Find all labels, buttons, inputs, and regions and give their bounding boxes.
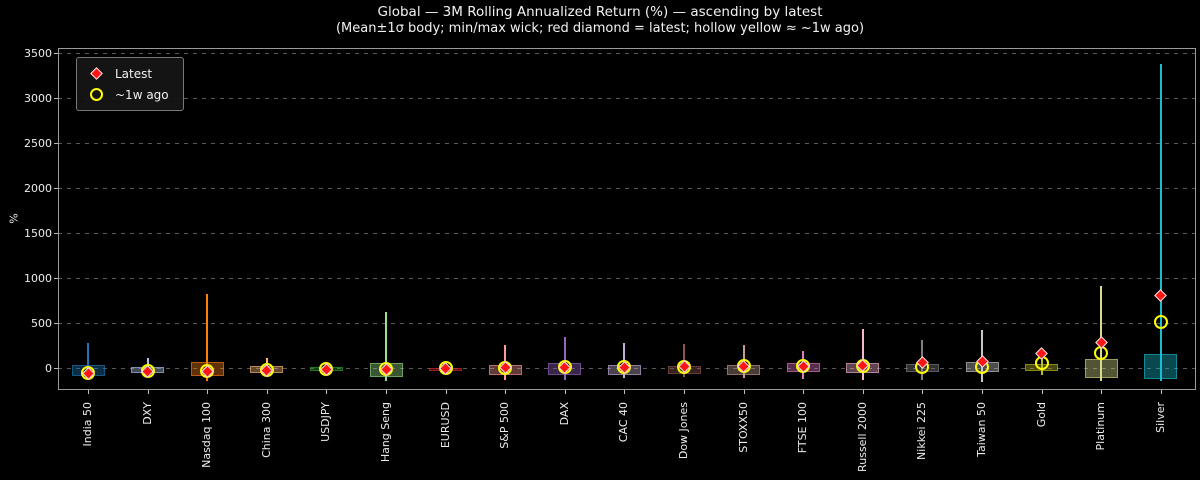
red-diamond-icon — [89, 67, 103, 80]
x-label-eurusd: EURUSD — [438, 402, 452, 449]
x-tick-mark-gold — [1041, 390, 1043, 394]
x-label-dow-jones: Dow Jones — [677, 402, 690, 460]
y-tick-label-2000: 2000 — [24, 181, 52, 195]
x-label-taiwan-50: Taiwan 50 — [975, 402, 988, 457]
x-label-platinum: Platinum — [1094, 402, 1108, 451]
x-tick-mark-dax — [564, 390, 566, 394]
legend-item-latest: Latest — [86, 63, 169, 84]
hollow-yellow-circle-icon — [89, 88, 103, 101]
x-tick-mark-dxy — [147, 390, 149, 394]
legend-week-ago-label: ~1w ago — [115, 87, 169, 102]
x-label-dxy: DXY — [140, 402, 154, 425]
x-tick-mark-taiwan-50 — [982, 390, 983, 394]
x-label-gold: Gold — [1034, 402, 1048, 428]
x-label-hang-seng: Hang Seng — [379, 402, 392, 463]
y-tick-label-3000: 3000 — [24, 91, 52, 105]
chart-subtitle: (Mean±1σ body; min/max wick; red diamond… — [335, 21, 865, 36]
x-label-china-300: China 300 — [259, 402, 273, 458]
x-tick-mark-stoxx50 — [743, 390, 745, 394]
y-tick-label-500: 500 — [31, 316, 52, 330]
x-label-nasdaq-100: Nasdaq 100 — [200, 402, 214, 468]
x-tick-mark-nikkei-225 — [922, 390, 924, 394]
chart-title: Global — 3M Rolling Annualized Return (%… — [377, 4, 823, 20]
x-label-stoxx50: STOXX50 — [736, 402, 750, 453]
y-tick-label-0: 0 — [45, 361, 52, 375]
x-tick-mark-india-50 — [88, 390, 89, 394]
y-tick-label-3500: 3500 — [24, 46, 52, 60]
latest-diamond-icon — [86, 64, 106, 84]
x-label-cac-40: CAC 40 — [617, 402, 631, 443]
y-tick-label-1000: 1000 — [24, 271, 52, 285]
x-tick-mark-eurusd — [445, 390, 447, 394]
y-axis-label: % — [7, 213, 21, 224]
x-label-russell-2000: Russell 2000 — [855, 402, 869, 472]
plot-area — [58, 48, 1196, 390]
x-tick-mark-silver — [1160, 390, 1162, 394]
x-tick-mark-usdjpy — [326, 390, 328, 394]
x-tick-mark-nasdaq-100 — [207, 390, 209, 394]
week-ago-circle-icon — [86, 85, 106, 105]
x-label-s-p-500: S&P 500 — [498, 402, 512, 449]
x-tick-mark-s-p-500 — [505, 390, 507, 394]
x-tick-mark-russell-2000 — [862, 390, 864, 394]
x-tick-mark-ftse-100 — [803, 390, 805, 394]
x-label-india-50: India 50 — [81, 402, 94, 447]
x-label-dax: DAX — [557, 402, 571, 426]
legend-latest-label: Latest — [115, 66, 153, 81]
y-tick-label-2500: 2500 — [24, 136, 52, 150]
x-label-silver: Silver — [1153, 402, 1167, 433]
x-tick-mark-china-300 — [266, 390, 268, 394]
x-tick-mark-cac-40 — [624, 390, 626, 394]
x-tick-mark-dow-jones — [684, 390, 685, 394]
x-tick-mark-hang-seng — [386, 390, 387, 394]
x-label-nikkei-225: Nikkei 225 — [915, 402, 929, 460]
x-tick-mark-platinum — [1101, 390, 1103, 394]
legend: Latest ~1w ago — [76, 57, 184, 111]
x-label-ftse-100: FTSE 100 — [796, 402, 810, 454]
legend-item-week-ago: ~1w ago — [86, 84, 169, 105]
x-label-usdjpy: USDJPY — [319, 402, 333, 442]
